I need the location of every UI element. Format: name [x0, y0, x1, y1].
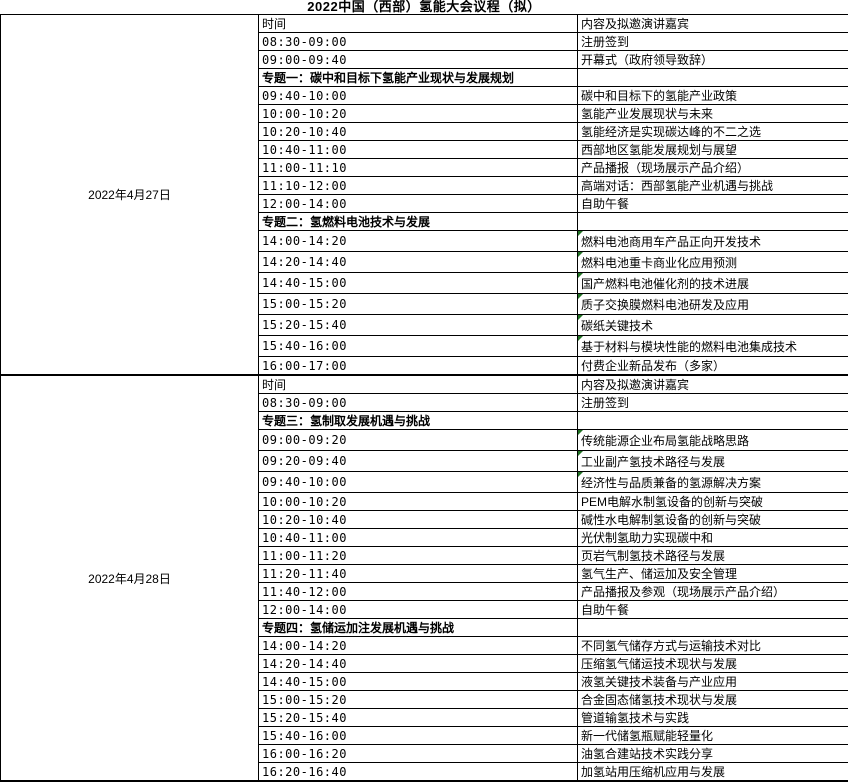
empty-content-cell[interactable]	[578, 69, 848, 87]
excel-green-triangle-icon	[578, 472, 583, 477]
date-cell[interactable]: 2022年4月28日	[1, 375, 259, 781]
column-header-time[interactable]: 时间	[259, 15, 578, 33]
content-cell[interactable]: 不同氢气储存方式与运输技术对比	[578, 637, 848, 655]
date-cell[interactable]: 2022年4月27日	[1, 15, 259, 376]
content-cell[interactable]: 注册签到	[578, 394, 848, 412]
column-header-content[interactable]: 内容及拟邀演讲嘉宾	[578, 15, 848, 33]
time-cell[interactable]: 12:00-14:00	[259, 601, 578, 619]
time-cell[interactable]: 15:20-15:40	[259, 709, 578, 727]
time-cell[interactable]: 14:00-14:20	[259, 637, 578, 655]
time-cell[interactable]: 14:00-14:20	[259, 231, 578, 252]
time-cell[interactable]: 12:00-14:00	[259, 195, 578, 213]
time-cell[interactable]: 10:20-10:40	[259, 511, 578, 529]
time-cell[interactable]: 10:00-10:20	[259, 105, 578, 123]
agenda-row: 2022年4月27日时间内容及拟邀演讲嘉宾	[1, 15, 848, 33]
time-cell[interactable]: 15:00-15:20	[259, 294, 578, 315]
time-cell[interactable]: 09:40-10:00	[259, 87, 578, 105]
excel-green-triangle-icon	[578, 294, 583, 299]
time-cell[interactable]: 10:00-10:20	[259, 493, 578, 511]
agenda-title: 2022中国（西部）氢能大会议程（拟）	[0, 0, 848, 14]
content-cell[interactable]: 碳中和目标下的氢能产业政策	[578, 87, 848, 105]
content-cell[interactable]: 合金固态储氢技术现状与发展	[578, 691, 848, 709]
time-cell[interactable]: 10:20-10:40	[259, 123, 578, 141]
content-cell[interactable]: 产品播报（现场展示产品介绍）	[578, 159, 848, 177]
content-cell[interactable]: 压缩氢气储运技术现状与发展	[578, 655, 848, 673]
content-cell[interactable]: 氢能经济是实现碳达峰的不二之选	[578, 123, 848, 141]
time-cell[interactable]: 16:00-16:20	[259, 745, 578, 763]
column-header-time[interactable]: 时间	[259, 375, 578, 394]
session-title-cell[interactable]: 专题二：氢燃料电池技术与发展	[259, 213, 578, 231]
excel-green-triangle-icon	[578, 430, 583, 435]
content-cell[interactable]: 管道输氢技术与实践	[578, 709, 848, 727]
time-cell[interactable]: 15:40-16:00	[259, 336, 578, 357]
time-cell[interactable]: 16:00-17:00	[259, 357, 578, 376]
content-cell[interactable]: 付费企业新品发布（多家）	[578, 357, 848, 376]
content-cell[interactable]: 工业副产氢技术路径与发展	[578, 451, 848, 472]
time-cell[interactable]: 08:30-09:00	[259, 394, 578, 412]
content-cell[interactable]: 基于材料与模块性能的燃料电池集成技术	[578, 336, 848, 357]
time-cell[interactable]: 11:10-12:00	[259, 177, 578, 195]
content-cell[interactable]: 碳纸关键技术	[578, 315, 848, 336]
empty-content-cell[interactable]	[578, 412, 848, 430]
content-cell[interactable]: 加氢站用压缩机应用与发展	[578, 763, 848, 782]
content-cell[interactable]: 光伏制氢助力实现碳中和	[578, 529, 848, 547]
content-cell[interactable]: 国产燃料电池催化剂的技术进展	[578, 273, 848, 294]
time-cell[interactable]: 14:40-15:00	[259, 673, 578, 691]
time-cell[interactable]: 15:20-15:40	[259, 315, 578, 336]
excel-green-triangle-icon	[578, 231, 583, 236]
session-title-cell[interactable]: 专题四：氢储运加注发展机遇与挑战	[259, 619, 578, 637]
content-cell[interactable]: 传统能源企业布局氢能战略思路	[578, 430, 848, 451]
time-cell[interactable]: 11:20-11:40	[259, 565, 578, 583]
time-cell[interactable]: 11:40-12:00	[259, 583, 578, 601]
content-cell[interactable]: 经济性与品质兼备的氢源解决方案	[578, 472, 848, 493]
content-cell[interactable]: 质子交换膜燃料电池研发及应用	[578, 294, 848, 315]
empty-content-cell[interactable]	[578, 619, 848, 637]
content-cell[interactable]: 注册签到	[578, 33, 848, 51]
content-cell[interactable]: 液氢关键技术装备与产业应用	[578, 673, 848, 691]
excel-green-triangle-icon	[578, 315, 583, 320]
content-cell[interactable]: 新一代储氢瓶赋能轻量化	[578, 727, 848, 745]
time-cell[interactable]: 10:40-11:00	[259, 529, 578, 547]
time-cell[interactable]: 15:40-16:00	[259, 727, 578, 745]
excel-green-triangle-icon	[578, 273, 583, 278]
session-title-cell[interactable]: 专题一：碳中和目标下氢能产业现状与发展规划	[259, 69, 578, 87]
content-cell[interactable]: 自助午餐	[578, 601, 848, 619]
content-cell[interactable]: 燃料电池重卡商业化应用预测	[578, 252, 848, 273]
time-cell[interactable]: 09:40-10:00	[259, 472, 578, 493]
excel-green-triangle-icon	[578, 451, 583, 456]
content-cell[interactable]: 油氢合建站技术实践分享	[578, 745, 848, 763]
excel-green-triangle-icon	[578, 336, 583, 341]
time-cell[interactable]: 09:00-09:40	[259, 51, 578, 69]
content-cell[interactable]: PEM电解水制氢设备的创新与突破	[578, 493, 848, 511]
column-header-content[interactable]: 内容及拟邀演讲嘉宾	[578, 375, 848, 394]
time-cell[interactable]: 11:00-11:20	[259, 547, 578, 565]
content-cell[interactable]: 高端对话：西部氢能产业机遇与挑战	[578, 177, 848, 195]
content-cell[interactable]: 开幕式（政府领导致辞）	[578, 51, 848, 69]
time-cell[interactable]: 11:00-11:10	[259, 159, 578, 177]
content-cell[interactable]: 西部地区氢能发展规划与展望	[578, 141, 848, 159]
content-cell[interactable]: 氢气生产、储运加及安全管理	[578, 565, 848, 583]
time-cell[interactable]: 09:00-09:20	[259, 430, 578, 451]
content-cell[interactable]: 燃料电池商用车产品正向开发技术	[578, 231, 848, 252]
time-cell[interactable]: 16:20-16:40	[259, 763, 578, 782]
time-cell[interactable]: 09:20-09:40	[259, 451, 578, 472]
agenda-row: 2022年4月28日时间内容及拟邀演讲嘉宾	[1, 375, 848, 394]
time-cell[interactable]: 10:40-11:00	[259, 141, 578, 159]
time-cell[interactable]: 15:00-15:20	[259, 691, 578, 709]
content-cell[interactable]: 氢能产业发展现状与未来	[578, 105, 848, 123]
time-cell[interactable]: 08:30-09:00	[259, 33, 578, 51]
excel-green-triangle-icon	[578, 252, 583, 257]
content-cell[interactable]: 产品播报及参观（现场展示产品介绍）	[578, 583, 848, 601]
empty-content-cell[interactable]	[578, 213, 848, 231]
time-cell[interactable]: 14:20-14:40	[259, 655, 578, 673]
content-cell[interactable]: 页岩气制氢技术路径与发展	[578, 547, 848, 565]
time-cell[interactable]: 14:40-15:00	[259, 273, 578, 294]
content-cell[interactable]: 碱性水电解制氢设备的创新与突破	[578, 511, 848, 529]
session-title-cell[interactable]: 专题三：氢制取发展机遇与挑战	[259, 412, 578, 430]
content-cell[interactable]: 自助午餐	[578, 195, 848, 213]
time-cell[interactable]: 14:20-14:40	[259, 252, 578, 273]
